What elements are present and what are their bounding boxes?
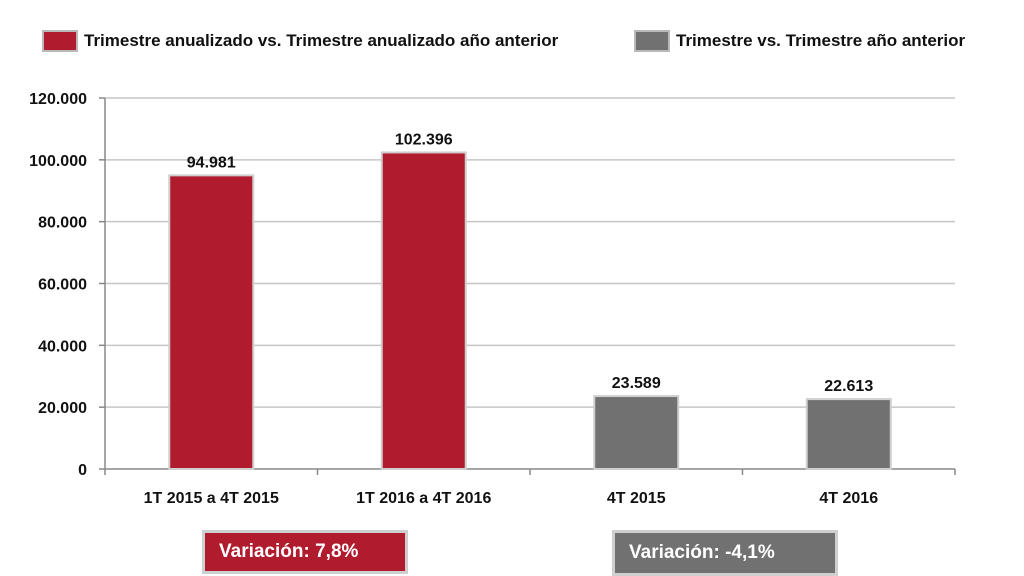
data-label: 94.981 [187, 154, 236, 171]
y-tick-label: 120.000 [29, 91, 87, 108]
x-tick-label: 1T 2016 a 4T 2016 [356, 490, 491, 507]
x-tick-label: 4T 2015 [607, 490, 666, 507]
y-tick-label: 80.000 [38, 215, 87, 232]
variation-label-annualized: Variación: 7,8% [219, 541, 359, 562]
legend-item-annualized: Trimestre anualizado vs. Trimestre anual… [42, 24, 558, 58]
variation-box-quarterly: Variación: -4,1% [612, 530, 838, 576]
x-tick-label: 4T 2016 [819, 490, 878, 507]
variation-label-quarterly: Variación: -4,1% [629, 542, 775, 563]
legend-item-quarterly: Trimestre vs. Trimestre año anterior [634, 24, 965, 58]
bar [805, 398, 892, 470]
data-label: 102.396 [395, 131, 453, 148]
y-tick-label: 0 [78, 462, 87, 479]
legend-label-annualized: Trimestre anualizado vs. Trimestre anual… [84, 31, 559, 50]
y-tick-label: 60.000 [38, 277, 87, 294]
legend: Trimestre anualizado vs. Trimestre anual… [0, 24, 1024, 58]
variation-box-annualized: Variación: 7,8% [202, 530, 408, 574]
legend-swatch-gray [634, 30, 670, 52]
y-tick-label: 40.000 [38, 338, 87, 355]
data-label: 22.613 [824, 378, 873, 395]
x-tick-label: 1T 2015 a 4T 2015 [144, 490, 279, 507]
data-label: 23.589 [612, 375, 661, 392]
bar [593, 395, 680, 470]
y-tick-label: 100.000 [29, 153, 87, 170]
bar [168, 174, 255, 470]
legend-label-quarterly: Trimestre vs. Trimestre año anterior [676, 31, 966, 50]
bar [380, 151, 467, 471]
legend-swatch-red [42, 30, 78, 52]
y-tick-label: 20.000 [38, 400, 87, 417]
